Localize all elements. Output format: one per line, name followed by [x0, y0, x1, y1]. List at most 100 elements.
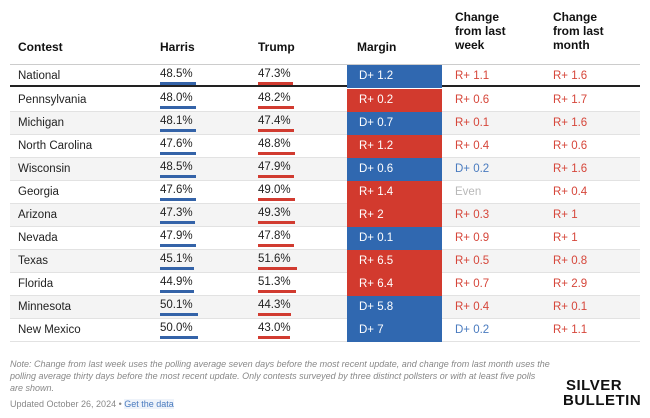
margin: D+ 1.2 — [347, 65, 442, 88]
header-trump: Trump — [258, 40, 295, 54]
harris-bar — [160, 313, 198, 316]
harris-bar — [160, 267, 194, 270]
margin: R+ 0.2 — [347, 89, 442, 112]
change-month: R+ 0.4 — [553, 186, 588, 198]
contest: Pennsylvania — [18, 94, 87, 106]
table-row: Florida 44.9% 51.3% R+ 6.4 R+ 0.7 R+ 2.9 — [10, 273, 640, 296]
logo: SILVER BULLETIN — [563, 378, 641, 408]
change-week: R+ 0.5 — [455, 255, 490, 267]
change-month: R+ 2.9 — [553, 278, 588, 290]
trump-bar — [258, 336, 291, 339]
change-week: R+ 0.4 — [455, 140, 490, 152]
harris-bar — [160, 244, 196, 247]
trump-value: 47.8% — [258, 230, 291, 242]
harris-bar — [160, 152, 196, 155]
table-row: Georgia 47.6% 49.0% R+ 1.4 Even R+ 0.4 — [10, 181, 640, 204]
trump-value: 49.0% — [258, 184, 291, 196]
harris-value: 50.0% — [160, 322, 193, 334]
harris-value: 48.1% — [160, 115, 193, 127]
harris-bar — [160, 198, 196, 201]
margin: R+ 1.4 — [347, 181, 442, 204]
trump-bar — [258, 267, 297, 270]
harris-value: 45.1% — [160, 253, 193, 265]
change-month: R+ 1.6 — [553, 70, 588, 82]
harris-value: 48.5% — [160, 68, 193, 80]
change-month: R+ 0.1 — [553, 301, 588, 313]
updated: Updated October 26, 2024 • — [10, 399, 122, 409]
trump-value: 48.2% — [258, 92, 291, 104]
margin: D+ 0.1 — [347, 227, 442, 250]
trump-value: 49.3% — [258, 207, 291, 219]
harris-bar — [160, 290, 194, 293]
change-month: R+ 1.6 — [553, 117, 588, 129]
contest: Michigan — [18, 117, 65, 129]
margin: D+ 0.7 — [347, 112, 442, 135]
change-month: R+ 1.6 — [553, 163, 588, 175]
harris-value: 47.6% — [160, 138, 193, 150]
table-row: National 48.5% 47.3% D+ 1.2 R+ 1.1 R+ 1.6 — [10, 64, 640, 88]
trump-value: 47.4% — [258, 115, 291, 127]
trump-bar — [258, 129, 294, 132]
table-row: Minnesota 50.1% 44.3% D+ 5.8 R+ 0.4 R+ 0.1 — [10, 296, 640, 319]
table-row: Nevada 47.9% 47.8% D+ 0.1 R+ 0.9 R+ 1 — [10, 227, 640, 250]
change-week: R+ 0.6 — [455, 94, 490, 106]
change-week: R+ 0.9 — [455, 232, 490, 244]
contest: North Carolina — [18, 140, 93, 152]
change-week: R+ 0.1 — [455, 117, 490, 129]
trump-value: 51.3% — [258, 276, 291, 288]
change-week: R+ 1.1 — [455, 70, 490, 82]
trump-value: 51.6% — [258, 253, 291, 265]
updated-line: Updated October 26, 2024 • Get the data — [10, 399, 174, 409]
trump-bar — [258, 106, 295, 109]
table-row: Pennsylvania 48.0% 48.2% R+ 0.2 R+ 0.6 R+ 1.7 — [10, 89, 640, 112]
trump-bar — [258, 82, 294, 85]
change-month: R+ 1 — [553, 232, 578, 244]
harris-bar — [160, 82, 197, 85]
change-week: R+ 0.7 — [455, 278, 490, 290]
table-row: North Carolina 47.6% 48.8% R+ 1.2 R+ 0.4 R+ 0… — [10, 135, 640, 158]
harris-value: 44.9% — [160, 276, 193, 288]
harris-bar — [160, 221, 196, 224]
data-link[interactable]: Get the data — [124, 399, 174, 409]
trump-value: 47.9% — [258, 161, 291, 173]
margin: R+ 6.5 — [347, 250, 442, 273]
harris-bar — [160, 106, 196, 109]
harris-value: 50.1% — [160, 299, 193, 311]
trump-value: 43.0% — [258, 322, 291, 334]
change-week: R+ 0.4 — [455, 301, 490, 313]
contest: Minnesota — [18, 301, 72, 313]
contest: Florida — [18, 278, 54, 290]
trump-value: 44.3% — [258, 299, 291, 311]
harris-value: 48.5% — [160, 161, 193, 173]
change-month: R+ 1.1 — [553, 324, 588, 336]
contest: National — [18, 70, 61, 82]
trump-value: 47.3% — [258, 68, 291, 80]
contest: Georgia — [18, 186, 59, 198]
change-month: R+ 0.6 — [553, 140, 588, 152]
table-row: Texas 45.1% 51.6% R+ 6.5 R+ 0.5 R+ 0.8 — [10, 250, 640, 273]
contest: Wisconsin — [18, 163, 71, 175]
trump-bar — [258, 152, 295, 155]
harris-bar — [160, 336, 198, 339]
trump-value: 48.8% — [258, 138, 291, 150]
change-month: R+ 1.7 — [553, 94, 588, 106]
margin: R+ 1.2 — [347, 135, 442, 158]
change-month: R+ 0.8 — [553, 255, 588, 267]
harris-value: 48.0% — [160, 92, 193, 104]
margin: R+ 6.4 — [347, 273, 442, 296]
header-harris: Harris — [160, 40, 195, 54]
margin: D+ 7 — [347, 319, 442, 342]
trump-bar — [258, 313, 292, 316]
margin: D+ 5.8 — [347, 296, 442, 319]
trump-bar — [258, 198, 295, 201]
table-row: Wisconsin 48.5% 47.9% D+ 0.6 D+ 0.2 R+ 1.6 — [10, 158, 640, 181]
logo-bottom: BULLETIN — [563, 392, 642, 409]
contest: New Mexico — [18, 324, 81, 336]
change-week: Even — [455, 186, 482, 198]
header-margin: Margin — [357, 40, 397, 54]
change-week: R+ 0.3 — [455, 209, 490, 221]
trump-bar — [258, 221, 295, 224]
change-week: D+ 0.2 — [455, 163, 490, 175]
table-row: Michigan 48.1% 47.4% D+ 0.7 R+ 0.1 R+ 1.6 — [10, 112, 640, 135]
